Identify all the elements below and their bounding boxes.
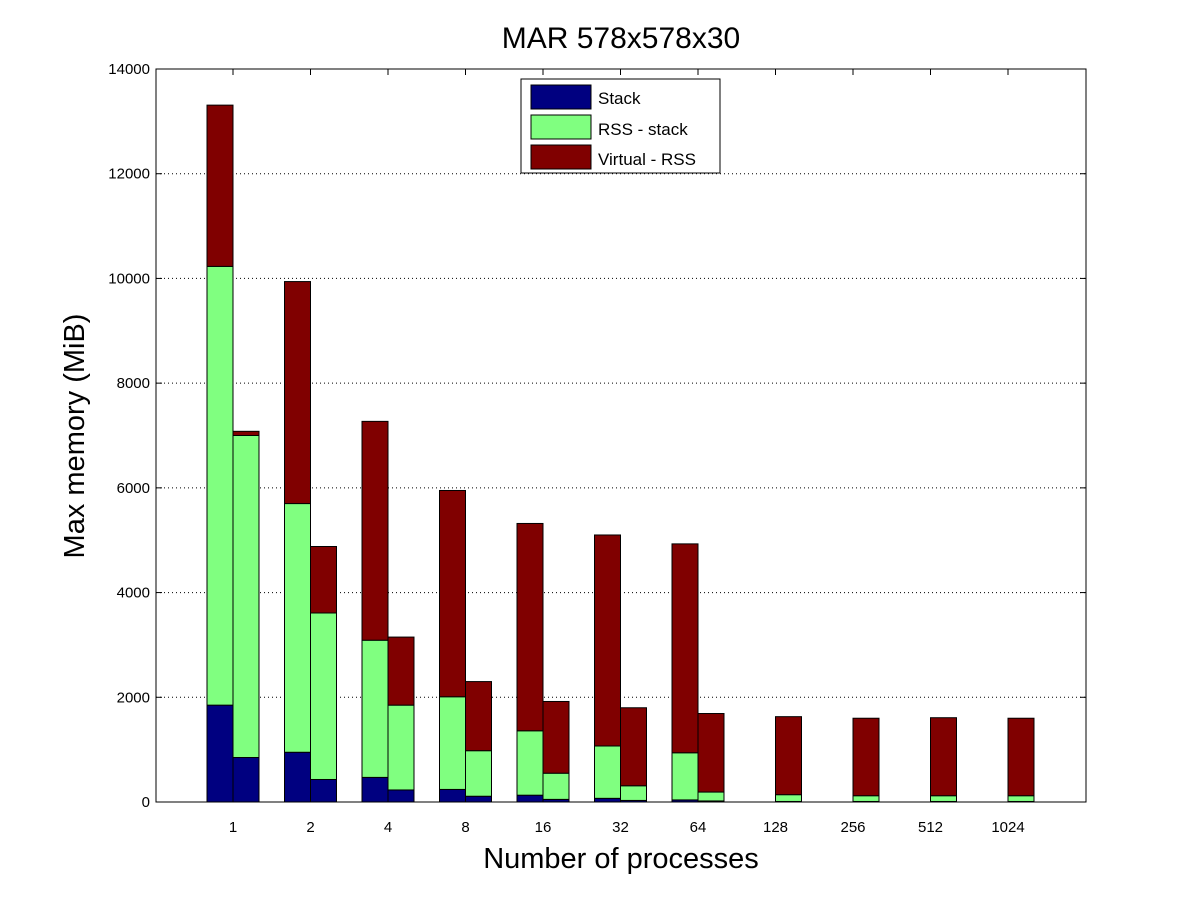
- bar-segment-virtual-rss: [206, 104, 234, 267]
- bar-segment-rss-stack: [232, 435, 260, 758]
- bar-segment-rss-stack: [439, 696, 466, 790]
- legend-swatch-rss-stack: [530, 114, 592, 140]
- x-tick-label: 4: [384, 819, 392, 836]
- bar-segment-rss-stack: [206, 265, 234, 706]
- bars: [206, 104, 1035, 803]
- bar-segment-virtual-rss: [465, 681, 492, 752]
- legend-swatch-stack: [530, 84, 592, 110]
- x-tick-label: 2: [306, 819, 314, 836]
- chart-title: MAR 578x578x30: [502, 22, 740, 55]
- x-tick-label: 1024: [991, 819, 1024, 836]
- bar-segment-rss-stack: [387, 704, 415, 791]
- bar-segment-stack: [284, 751, 311, 803]
- bar-segment-virtual-rss: [542, 700, 570, 774]
- legend-label-virtual-rss: Virtual - RSS: [598, 150, 696, 169]
- bar-segment-virtual-rss: [697, 713, 725, 793]
- bar-segment-virtual-rss: [620, 707, 647, 787]
- y-tick-label: 6000: [117, 480, 150, 497]
- x-tick-label: 1: [229, 819, 237, 836]
- bar-segment-stack: [206, 704, 234, 803]
- x-tick-label: 512: [918, 819, 943, 836]
- y-tick-label: 2000: [117, 689, 150, 706]
- y-tick-label: 0: [142, 794, 150, 811]
- bar-segment-stack: [439, 788, 466, 803]
- x-tick-label: 16: [535, 819, 552, 836]
- bar-segment-virtual-rss: [439, 489, 466, 698]
- bar-segment-virtual-rss: [310, 545, 337, 614]
- bar-segment-virtual-rss: [671, 543, 699, 754]
- bar-segment-stack: [361, 776, 389, 803]
- bar-segment-virtual-rss: [930, 717, 957, 797]
- bar-segment-rss-stack: [697, 791, 725, 802]
- bar-segment-rss-stack: [465, 750, 492, 797]
- legend-label-rss-stack: RSS - stack: [598, 120, 688, 139]
- bar-segment-stack: [310, 778, 337, 803]
- legend: Stack RSS - stack Virtual - RSS: [520, 78, 721, 174]
- bar-segment-stack: [387, 789, 415, 803]
- bar-segment-rss-stack: [542, 772, 570, 800]
- y-tick-label: 10000: [108, 270, 150, 287]
- x-tick-label: 8: [461, 819, 469, 836]
- bar-segment-rss-stack: [852, 795, 880, 802]
- bar-segment-virtual-rss: [852, 717, 880, 797]
- bar-segment-stack: [465, 795, 492, 803]
- y-tick-label: 4000: [117, 585, 150, 602]
- y-tick-label: 14000: [108, 61, 150, 78]
- x-tick-label: 128: [763, 819, 788, 836]
- bar-segment-virtual-rss: [361, 420, 389, 641]
- bar-segment-virtual-rss: [232, 430, 260, 437]
- bar-segment-virtual-rss: [284, 281, 311, 505]
- bar-segment-rss-stack: [620, 785, 647, 801]
- bar-segment-rss-stack: [775, 794, 802, 802]
- y-tick-label: 12000: [108, 166, 150, 183]
- bar-segment-stack: [232, 756, 260, 803]
- bar-segment-virtual-rss: [775, 716, 802, 796]
- bar-segment-rss-stack: [310, 612, 337, 780]
- y-axis-label: Max memory (MiB): [59, 314, 91, 559]
- x-axis-label: Number of processes: [483, 843, 759, 875]
- bar-segment-rss-stack: [1007, 795, 1035, 802]
- x-tick-label: 32: [612, 819, 629, 836]
- bar-segment-rss-stack: [671, 752, 699, 801]
- x-axis-ticks: 1 2 4 8 16 32 64 128 256 512 1024: [229, 69, 1025, 836]
- x-tick-label: 256: [840, 819, 865, 836]
- bar-segment-rss-stack: [930, 795, 957, 802]
- y-tick-label: 8000: [117, 375, 150, 392]
- bar-segment-virtual-rss: [516, 522, 544, 732]
- bar-segment-virtual-rss: [594, 534, 621, 747]
- legend-label-stack: Stack: [598, 89, 641, 108]
- bar-segment-virtual-rss: [387, 636, 415, 706]
- y-axis-ticks: 0 2000 4000 6000 8000 10000 12000 14000: [108, 61, 1086, 811]
- bar-segment-rss-stack: [594, 745, 621, 799]
- bar-segment-rss-stack: [361, 639, 389, 778]
- legend-swatch-virtual-rss: [530, 144, 592, 170]
- bar-segment-stack: [516, 794, 544, 803]
- bar-segment-stack: [594, 797, 621, 803]
- bar-segment-rss-stack: [516, 730, 544, 796]
- bar-segment-rss-stack: [284, 503, 311, 753]
- bar-segment-virtual-rss: [1007, 717, 1035, 797]
- x-tick-label: 64: [690, 819, 707, 836]
